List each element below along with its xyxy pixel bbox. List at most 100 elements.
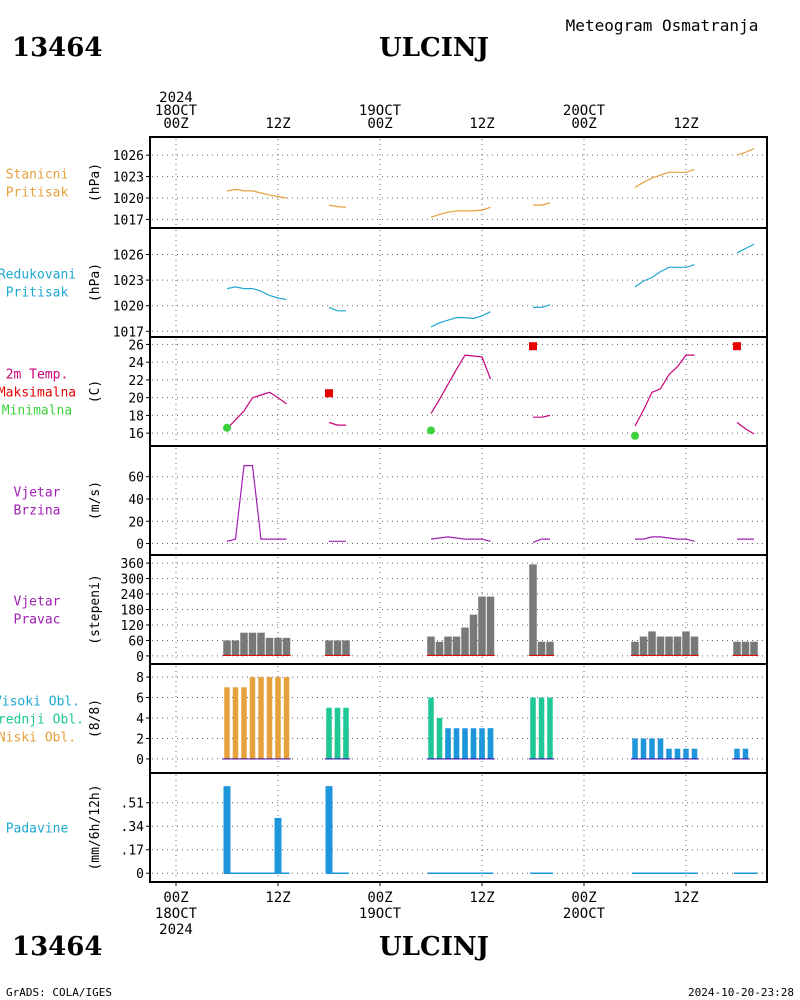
- panel-frame: [149, 136, 768, 229]
- y-tick-label: 180: [121, 604, 144, 619]
- series-line: [328, 204, 347, 208]
- data-bar: [640, 738, 647, 759]
- top-time-label: 2024: [159, 90, 193, 106]
- top-time-label: 00Z: [571, 116, 596, 132]
- series-line: [328, 421, 346, 426]
- bottom-time-label: 2024: [159, 922, 193, 938]
- data-bar: [224, 687, 230, 759]
- data-bar: [666, 748, 672, 759]
- data-bar: [249, 677, 256, 759]
- data-bar: [546, 641, 554, 656]
- panel-cloud-cover: 0 2 4 6 8 (8/8) Visoki Obl. Srednji Obl. Niski O…: [0, 663, 768, 774]
- credit-text: GrADS: COLA/IGES: [6, 986, 112, 999]
- data-bar: [435, 641, 444, 656]
- y-tick-label: 1026: [113, 249, 144, 264]
- panel-wind-speed: 0 20 40 60 (m/s) Vjetar Brzina: [14, 445, 768, 556]
- data-bar: [486, 596, 495, 656]
- data-bar: [750, 641, 758, 656]
- station-name-bottom: ULCINJ: [379, 932, 489, 962]
- panel-label: Pritisak: [6, 186, 69, 201]
- max-temp-marker: [733, 342, 741, 351]
- data-bar: [674, 748, 681, 759]
- series-line: [533, 202, 551, 206]
- bottom-time-label: 18OCT: [155, 906, 198, 922]
- data-bar: [325, 640, 333, 656]
- data-bar: [462, 728, 468, 759]
- y-tick-label: .34: [121, 820, 145, 835]
- timestamp-text: 2024-10-20-23:28: [688, 986, 794, 999]
- y-tick-label: 20: [128, 515, 144, 530]
- data-bar: [690, 636, 699, 656]
- y-tick-label: 24: [128, 356, 144, 371]
- y-tick-label: 360: [121, 557, 144, 572]
- y-tick-label: 2: [136, 732, 144, 747]
- series-line: [736, 243, 755, 254]
- y-axis-title: (mm/6h/12h): [88, 784, 103, 870]
- data-bar: [343, 707, 349, 759]
- plot-area: [223, 786, 757, 874]
- data-bar: [547, 697, 553, 759]
- series-line: [533, 414, 551, 418]
- y-tick-label: 1023: [113, 171, 144, 186]
- panel-label: Stanicni: [6, 168, 69, 183]
- series-line: [736, 422, 755, 435]
- panel-label: 2m Temp.: [6, 368, 69, 383]
- max-temp-marker: [529, 342, 537, 351]
- data-bar: [530, 697, 536, 759]
- data-bar: [478, 596, 486, 656]
- panel-frame: [149, 772, 768, 883]
- data-bar: [275, 677, 281, 759]
- y-tick-label: 4: [136, 712, 144, 727]
- data-bar: [469, 614, 478, 656]
- data-bar: [445, 728, 451, 759]
- data-bar: [427, 636, 435, 656]
- data-bar: [223, 640, 231, 656]
- bottom-time-label: 19OCT: [359, 906, 402, 922]
- y-axis-title: (m/s): [88, 481, 103, 520]
- data-bar: [529, 564, 537, 656]
- y-tick-label: 1020: [113, 192, 144, 207]
- data-bar: [470, 728, 477, 759]
- data-bar: [282, 637, 291, 656]
- data-bar: [649, 738, 655, 759]
- meteogram-panels: 1017102010231026(hPa)StanicniPritisak101…: [0, 136, 768, 883]
- top-time-label: 12Z: [673, 116, 698, 132]
- series-line: [430, 536, 491, 542]
- plot-area: [223, 342, 755, 440]
- y-tick-label: 300: [121, 573, 144, 588]
- data-bar: [665, 636, 673, 656]
- data-bar: [240, 632, 248, 656]
- data-bar: [538, 697, 545, 759]
- data-bar: [691, 748, 698, 759]
- y-tick-label: 0: [136, 650, 144, 665]
- top-time-label: 12Z: [265, 116, 290, 132]
- data-bar: [657, 738, 664, 759]
- meteogram-subtitle: Meteogram Osmatranja: [566, 16, 759, 35]
- data-bar: [479, 728, 485, 759]
- plot-area: [222, 677, 750, 760]
- max-temp-marker: [325, 389, 333, 398]
- data-bar: [631, 641, 639, 656]
- plot-area: [222, 564, 759, 656]
- y-tick-label: 1026: [113, 149, 144, 164]
- station-name-top: ULCINJ: [379, 33, 489, 63]
- data-bar: [632, 738, 638, 759]
- series-line: [226, 188, 287, 199]
- panel-label: Redukovani: [0, 268, 76, 283]
- y-tick-label: 1017: [113, 325, 144, 340]
- plot-area: [226, 243, 755, 328]
- series-line: [736, 148, 755, 156]
- data-bar: [266, 677, 273, 759]
- data-bar: [231, 640, 240, 656]
- panel-label: Srednji Obl.: [0, 713, 84, 728]
- series-line: [634, 168, 695, 188]
- y-tick-label: 60: [128, 471, 144, 486]
- y-tick-label: 1020: [113, 300, 144, 315]
- panel-label: Vjetar: [14, 595, 61, 610]
- bottom-time-label: 12Z: [469, 890, 494, 906]
- y-tick-label: .17: [121, 844, 144, 859]
- data-bar: [452, 636, 461, 656]
- data-bar: [742, 748, 749, 759]
